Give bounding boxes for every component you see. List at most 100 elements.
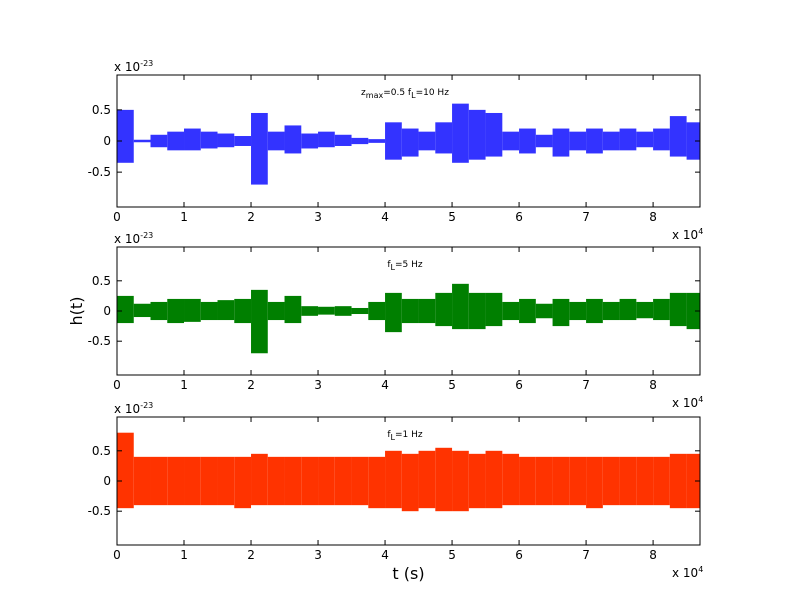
signal-envelope bbox=[167, 456, 185, 506]
signal-envelope bbox=[586, 298, 603, 324]
signal-envelope bbox=[569, 131, 587, 151]
signal-envelope bbox=[535, 456, 553, 506]
x-tick-label: 3 bbox=[314, 210, 322, 224]
x-tick-label: 6 bbox=[515, 210, 523, 224]
main-text: x 10 bbox=[672, 228, 698, 242]
y-tick-label: 0.5 bbox=[92, 274, 111, 288]
signal-envelope bbox=[301, 456, 319, 506]
signal-envelope bbox=[385, 292, 402, 333]
script-text: L bbox=[411, 91, 416, 100]
signal-envelope bbox=[150, 301, 168, 321]
signal-envelope bbox=[636, 456, 654, 506]
signal-envelope bbox=[200, 131, 218, 149]
x-tick-label: 1 bbox=[180, 548, 188, 562]
script-text: max bbox=[366, 91, 384, 100]
signal-envelope bbox=[502, 131, 520, 151]
signal-envelope bbox=[267, 301, 285, 321]
y-tick-label: -0.5 bbox=[88, 165, 111, 179]
signal-envelope bbox=[552, 128, 570, 157]
signal-envelope bbox=[217, 133, 235, 148]
signal-envelope bbox=[217, 456, 235, 506]
script-text: 4 bbox=[698, 565, 703, 574]
signal-envelope bbox=[234, 298, 252, 324]
signal-envelope bbox=[284, 456, 302, 506]
annotation: x 104 bbox=[672, 227, 703, 242]
signal-envelope bbox=[653, 298, 670, 321]
signal-envelope bbox=[452, 450, 469, 512]
x-tick-label: 7 bbox=[582, 378, 590, 392]
signal-envelope bbox=[485, 112, 503, 157]
script-text: L bbox=[391, 433, 396, 442]
signal-envelope bbox=[267, 456, 285, 506]
signal-envelope bbox=[251, 289, 268, 354]
y-tick-label: -0.5 bbox=[88, 504, 111, 518]
signal-envelope bbox=[468, 292, 486, 330]
signal-envelope bbox=[552, 298, 570, 327]
x-tick-label: 8 bbox=[649, 378, 657, 392]
x-tick-label: 3 bbox=[314, 548, 322, 562]
signal-envelope bbox=[485, 450, 503, 509]
script-text: -23 bbox=[140, 231, 153, 240]
signal-envelope bbox=[368, 456, 386, 509]
signal-envelope bbox=[686, 122, 700, 160]
signal-envelope bbox=[368, 139, 386, 143]
signal-envelope bbox=[351, 307, 369, 315]
x-tick-label: 8 bbox=[649, 210, 657, 224]
main-text: x 10 bbox=[114, 402, 140, 416]
y-axis-label: h(t) bbox=[67, 297, 86, 326]
signal-envelope bbox=[636, 301, 654, 319]
signal-envelope bbox=[418, 298, 436, 324]
signal-envelope bbox=[552, 456, 570, 506]
signal-envelope bbox=[217, 300, 235, 321]
signal-envelope bbox=[200, 301, 218, 321]
main-text: x 10 bbox=[672, 396, 698, 410]
script-text: 4 bbox=[698, 227, 703, 236]
annotation: fL=5 Hz bbox=[387, 260, 423, 272]
signal-envelope bbox=[602, 301, 620, 321]
x-tick-label: 7 bbox=[582, 210, 590, 224]
main-text: x 10 bbox=[672, 566, 698, 580]
signal-envelope bbox=[468, 453, 486, 509]
signal-envelope bbox=[133, 139, 151, 143]
signal-envelope bbox=[200, 456, 218, 506]
main-text: =1 Hz bbox=[395, 430, 423, 440]
main-text: f bbox=[387, 430, 391, 440]
signal-envelope bbox=[452, 103, 469, 163]
y-tick-label: 0 bbox=[103, 474, 111, 488]
x-tick-label: 0 bbox=[113, 548, 121, 562]
signal-envelope bbox=[435, 292, 453, 327]
signal-envelope bbox=[619, 456, 637, 506]
x-tick-label: 5 bbox=[448, 210, 456, 224]
signal-envelope bbox=[150, 456, 168, 506]
signal-envelope bbox=[334, 456, 352, 506]
main-text: x 10 bbox=[114, 60, 140, 74]
x-tick-label: 4 bbox=[381, 378, 389, 392]
signal-envelope bbox=[167, 298, 185, 324]
signal-envelope bbox=[318, 131, 335, 148]
annotation: x 104 bbox=[672, 565, 703, 580]
signal-envelope bbox=[117, 109, 134, 163]
signal-envelope bbox=[669, 116, 687, 157]
main-text: x 10 bbox=[114, 232, 140, 246]
main-text: =10 Hz bbox=[416, 88, 450, 98]
main-text: =5 Hz bbox=[395, 260, 423, 270]
signal-envelope bbox=[401, 453, 419, 512]
x-axis-label: t (s) bbox=[392, 564, 424, 583]
x-tick-label: 5 bbox=[448, 548, 456, 562]
signal-envelope bbox=[619, 128, 637, 151]
x-tick-label: 0 bbox=[113, 378, 121, 392]
script-text: 4 bbox=[698, 395, 703, 404]
signal-envelope bbox=[669, 453, 687, 509]
x-tick-label: 1 bbox=[180, 210, 188, 224]
y-tick-label: 0 bbox=[103, 134, 111, 148]
signal-envelope bbox=[234, 456, 252, 509]
signal-envelope bbox=[569, 301, 587, 321]
signal-envelope bbox=[535, 303, 553, 319]
signal-envelope bbox=[234, 136, 252, 146]
signal-envelope bbox=[569, 456, 587, 506]
annotation: x 10-23 bbox=[114, 231, 153, 246]
signal-envelope bbox=[351, 456, 369, 506]
script-text: L bbox=[391, 263, 396, 272]
